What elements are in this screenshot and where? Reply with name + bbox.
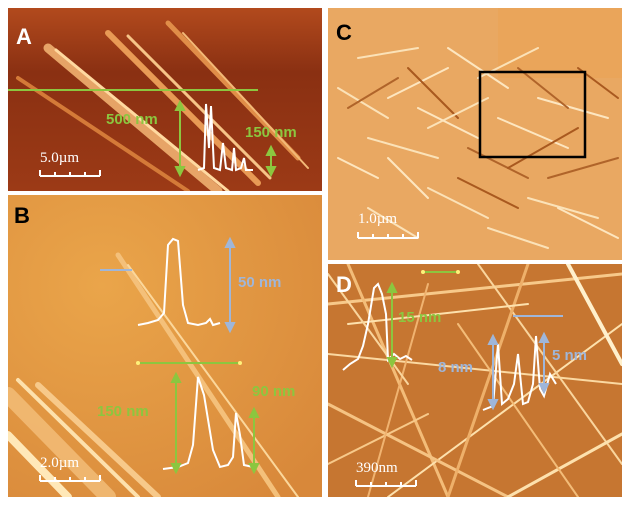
panel-d-blue-arrows	[487, 331, 550, 411]
panel-c-inset-box	[478, 70, 587, 159]
panel-a-graphic	[8, 8, 322, 191]
panel-b-height-90: 90 nm	[252, 383, 296, 400]
panel-b-afm-image: B 50 nm 150 nm 90 nm 2.0µm	[8, 195, 322, 497]
panel-a-scale-bar	[39, 170, 101, 177]
panel-d-height-5: 5 nm	[552, 347, 588, 364]
panel-c-scale-label: 1.0µm	[358, 211, 398, 227]
panel-c-label: C	[336, 20, 352, 45]
panel-d-scale-label: 390nm	[356, 460, 398, 476]
panel-d-height-profile-left	[342, 282, 413, 371]
panel-b-line-end-dot	[238, 361, 242, 365]
panel-a-height-500: 500 nm	[106, 111, 158, 128]
panel-a-height-profile	[197, 103, 253, 172]
panel-b-height-profile-bottom	[162, 376, 254, 470]
panel-b-line-start-dot	[136, 361, 140, 365]
panel-a-arrows	[174, 99, 277, 178]
panel-b-height-profile-top	[137, 237, 221, 327]
panel-a-afm-image: A 500 nm 150 nm 5.0µm	[8, 8, 322, 191]
panel-c-graphic	[328, 8, 622, 260]
panel-a-height-150: 150 nm	[245, 124, 297, 141]
panel-b-green-arrows	[170, 371, 260, 475]
panel-c-crystallites	[337, 47, 619, 249]
panel-b-height-50: 50 nm	[238, 274, 282, 291]
panel-d-height-8: 8 nm	[438, 359, 474, 376]
panel-a-label: A	[16, 24, 32, 49]
panel-d-graphic	[328, 264, 622, 497]
panel-d-height-15: 15 nm	[398, 309, 442, 326]
panel-d-afm-image: D 15 nm 5 nm 8 nm 390nm	[328, 264, 622, 497]
panel-c-afm-image: C 1.0µm	[328, 8, 622, 260]
panel-d-green-arrow	[386, 281, 398, 369]
panel-a-scale-label: 5.0µm	[40, 150, 80, 166]
panel-b-blue-arrow	[224, 236, 236, 334]
panel-b-scale-label: 2.0µm	[40, 455, 80, 471]
panel-d-line-start-dot	[421, 270, 425, 274]
panel-b-scale-bar	[39, 475, 101, 482]
panel-d-line-end-dot	[456, 270, 460, 274]
panel-b-height-150: 150 nm	[97, 403, 149, 420]
panel-b-label: B	[14, 203, 30, 228]
panel-d-scale-bar	[355, 480, 417, 487]
panel-c-scale-bar	[357, 232, 419, 239]
panel-d-label: D	[336, 272, 352, 297]
panel-b-graphic	[8, 195, 322, 497]
panel-d-height-profile-right	[482, 335, 557, 411]
panel-d-fiber-network	[328, 264, 622, 497]
